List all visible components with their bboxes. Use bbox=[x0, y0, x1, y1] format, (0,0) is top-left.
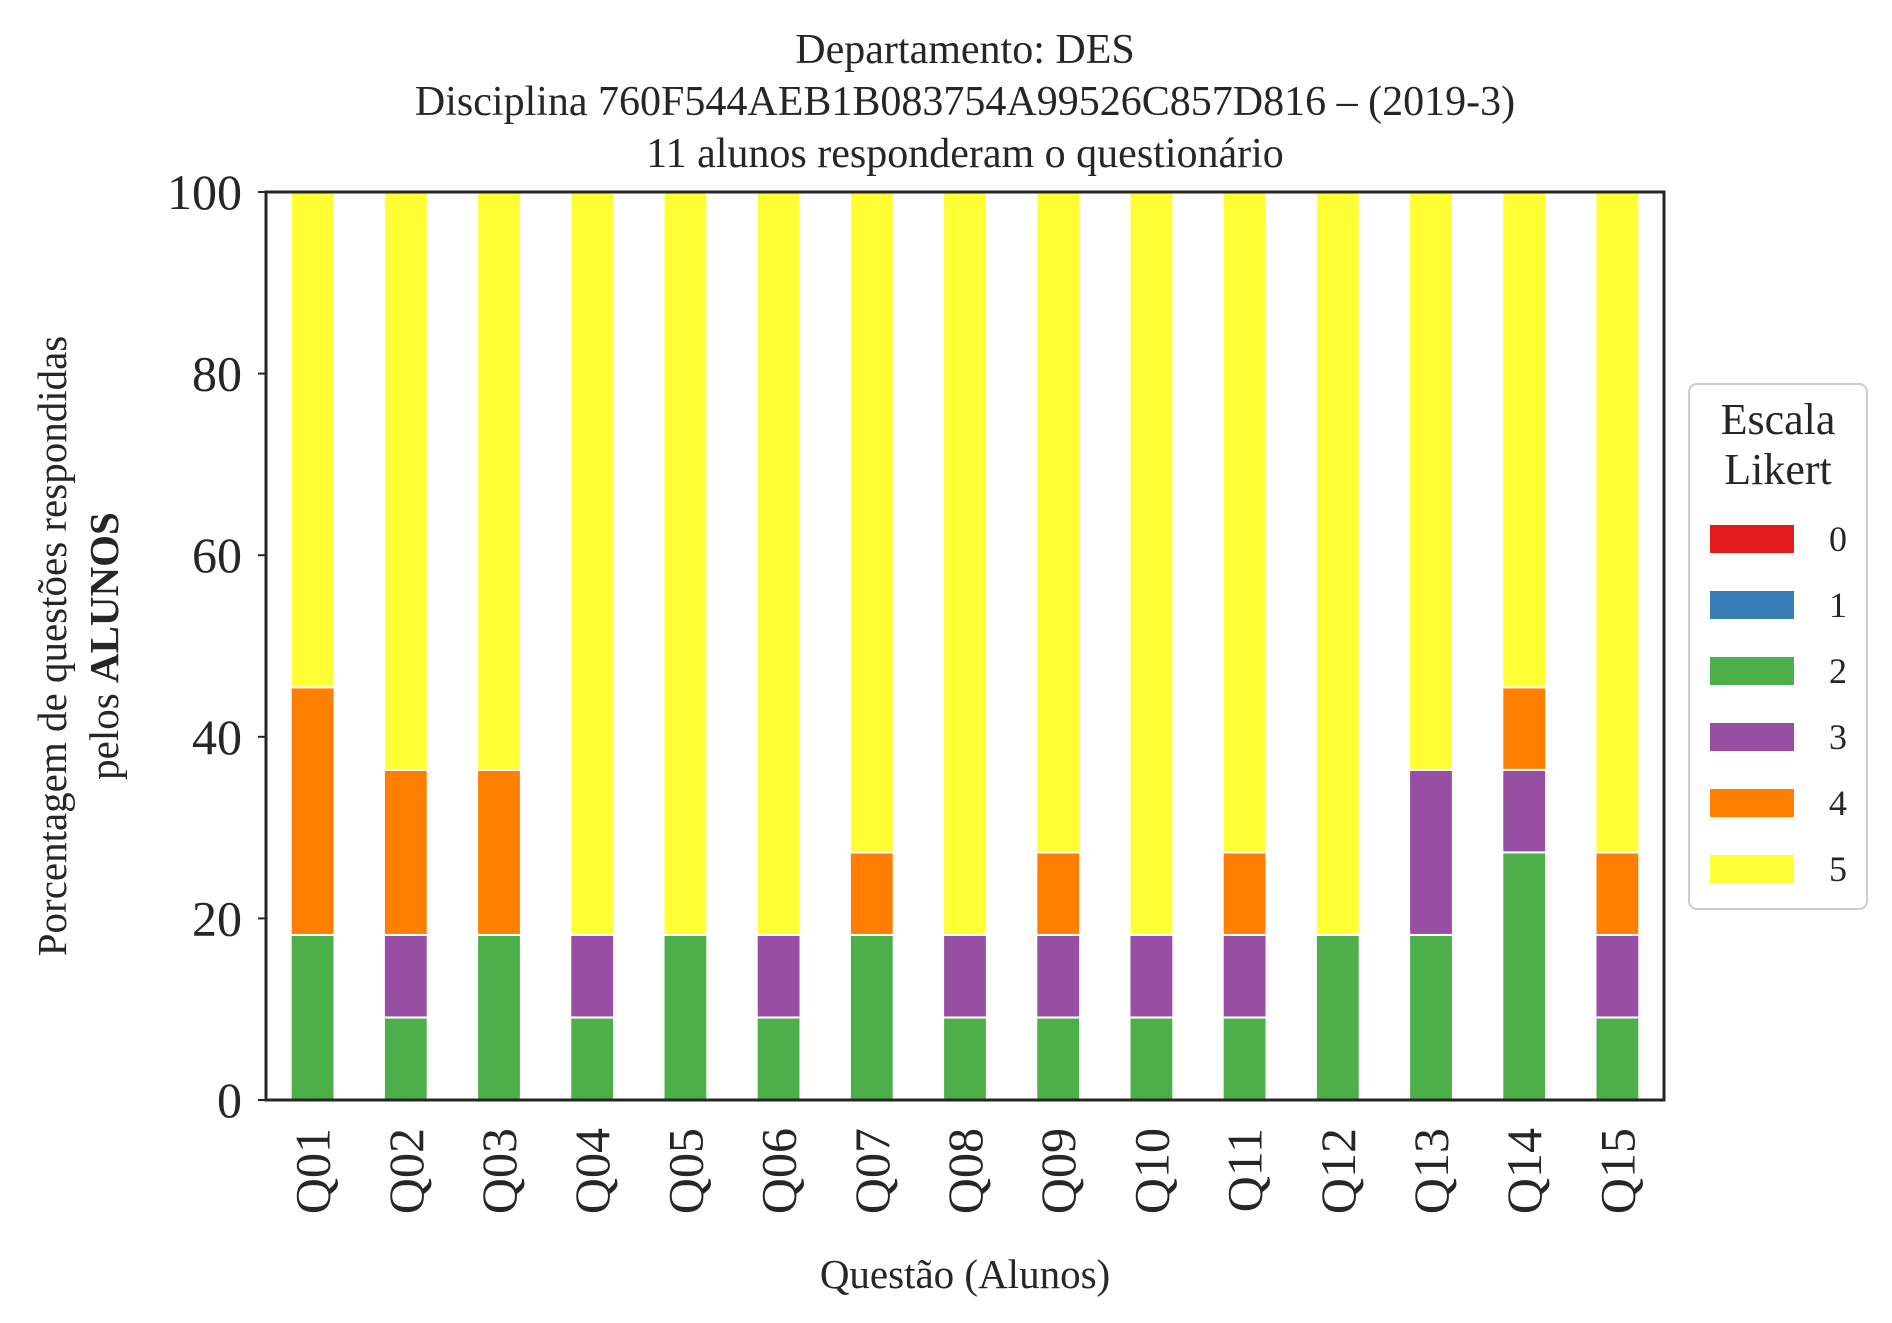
legend-swatch-0 bbox=[1710, 525, 1794, 553]
x-tick-label-q05: Q05 bbox=[657, 1128, 713, 1214]
bar-q01-likert-5 bbox=[289, 191, 336, 689]
bar-q14-likert-3 bbox=[1501, 768, 1548, 854]
bar-q08-likert-5 bbox=[942, 191, 988, 936]
x-axis-label: Questão (Alunos) bbox=[820, 1251, 1110, 1297]
bar-q07-likert-2 bbox=[848, 933, 895, 1101]
bar-q09-likert-3 bbox=[1035, 933, 1082, 1019]
bar-q10-likert-5 bbox=[1128, 191, 1175, 936]
bar-q04-likert-2 bbox=[569, 1016, 616, 1102]
bar-q11-likert-5 bbox=[1221, 191, 1268, 854]
bar-q09-likert-4 bbox=[1035, 851, 1082, 936]
bar-q10-likert-3 bbox=[1128, 933, 1175, 1019]
x-tick-label-q01: Q01 bbox=[285, 1128, 341, 1214]
legend-label-0: 0 bbox=[1829, 519, 1847, 559]
legend-swatch-3 bbox=[1710, 723, 1794, 751]
x-tick-label-q12: Q12 bbox=[1310, 1128, 1366, 1214]
x-tick-label-q13: Q13 bbox=[1403, 1128, 1459, 1214]
bar-q11-likert-3 bbox=[1221, 933, 1268, 1019]
y-axis-label-line-1: Porcentagem de questões respondidas bbox=[29, 336, 75, 957]
bar-q05-likert-5 bbox=[662, 191, 709, 936]
legend-label-1: 1 bbox=[1829, 585, 1847, 625]
bar-q10-likert-2 bbox=[1128, 1016, 1175, 1102]
x-tick-label-q03: Q03 bbox=[471, 1128, 527, 1214]
legend-label-3: 3 bbox=[1829, 717, 1847, 757]
legend-swatch-1 bbox=[1710, 591, 1794, 619]
y-tick-label-20: 20 bbox=[192, 890, 242, 946]
y-tick-label-80: 80 bbox=[192, 346, 242, 402]
bar-q08-likert-2 bbox=[942, 1016, 988, 1102]
legend-swatch-2 bbox=[1710, 657, 1794, 685]
bar-q02-likert-5 bbox=[382, 191, 429, 771]
bar-q02-likert-4 bbox=[382, 768, 429, 936]
x-tick-label-q06: Q06 bbox=[751, 1128, 807, 1214]
y-tick-labels: 0 20 40 60 80 100 bbox=[167, 164, 266, 1128]
x-tick-label-q08: Q08 bbox=[937, 1128, 993, 1214]
bar-q14-likert-4 bbox=[1501, 686, 1548, 771]
bar-q15-likert-5 bbox=[1594, 191, 1641, 854]
legend-title-line-1: Escala bbox=[1721, 395, 1836, 444]
bar-q13-likert-5 bbox=[1408, 191, 1454, 771]
bar-q03-likert-2 bbox=[476, 933, 522, 1101]
x-tick-label-q07: Q07 bbox=[844, 1128, 900, 1214]
bar-q15-likert-3 bbox=[1594, 933, 1641, 1019]
legend: Escala Likert 0 1 2 3 4 5 bbox=[1688, 383, 1868, 910]
bar-q01-likert-2 bbox=[289, 933, 336, 1101]
y-tick-label-100: 100 bbox=[167, 164, 242, 220]
bar-q15-likert-4 bbox=[1594, 851, 1641, 936]
x-tick-label-q15: Q15 bbox=[1589, 1128, 1645, 1214]
y-axis-label-bold: ALUNOS bbox=[81, 512, 127, 683]
bar-q05-likert-2 bbox=[662, 933, 709, 1101]
y-axis-label-line-2: pelos ALUNOS bbox=[81, 512, 127, 780]
x-tick-label-q14: Q14 bbox=[1496, 1128, 1552, 1214]
bar-q11-likert-2 bbox=[1221, 1016, 1268, 1102]
y-tick-label-0: 0 bbox=[217, 1072, 242, 1128]
x-tick-label-q11: Q11 bbox=[1217, 1128, 1273, 1212]
bar-q06-likert-2 bbox=[755, 1016, 802, 1102]
bar-q04-likert-3 bbox=[569, 933, 616, 1019]
bar-q03-likert-4 bbox=[476, 768, 522, 936]
bar-q11-likert-4 bbox=[1221, 851, 1268, 936]
bar-q04-likert-5 bbox=[569, 191, 616, 936]
y-axis-label-prefix: pelos bbox=[81, 693, 127, 780]
bars-group bbox=[289, 191, 1641, 1102]
y-tick-label-60: 60 bbox=[192, 527, 242, 583]
y-tick-label-40: 40 bbox=[192, 709, 242, 765]
legend-swatch-5 bbox=[1710, 855, 1794, 883]
bar-q13-likert-3 bbox=[1408, 768, 1454, 936]
plot-frame bbox=[264, 190, 1666, 1102]
bar-q15-likert-2 bbox=[1594, 1016, 1641, 1102]
bar-q09-likert-2 bbox=[1035, 1016, 1082, 1102]
chart-title-line-3: 11 alunos responderam o questionário bbox=[646, 131, 1284, 177]
bar-q07-likert-5 bbox=[848, 191, 895, 854]
x-tick-labels: Q01 Q02 Q03 Q04 Q05 Q06 Q07 Q08 Q09 Q10 Q11 Q12 Q13 Q… bbox=[285, 1128, 1646, 1214]
bar-q12-likert-2 bbox=[1314, 933, 1361, 1101]
bar-q02-likert-3 bbox=[382, 933, 429, 1019]
legend-items: 0 1 2 3 4 5 bbox=[1710, 519, 1847, 889]
chart-title-line-2: Disciplina 760F544AEB1B083754A99526C857D… bbox=[415, 79, 1515, 125]
x-tick-label-q02: Q02 bbox=[378, 1128, 434, 1214]
legend-title-line-2: Likert bbox=[1724, 445, 1832, 494]
legend-label-2: 2 bbox=[1829, 651, 1847, 691]
bar-q01-likert-4 bbox=[289, 686, 336, 936]
bar-q13-likert-2 bbox=[1408, 933, 1454, 1101]
bar-q06-likert-3 bbox=[755, 933, 802, 1019]
chart-title-line-1: Departamento: DES bbox=[795, 27, 1134, 73]
legend-label-5: 5 bbox=[1829, 849, 1847, 889]
bar-q14-likert-5 bbox=[1501, 191, 1548, 689]
x-tick-label-q04: Q04 bbox=[564, 1128, 620, 1214]
bar-q09-likert-5 bbox=[1035, 191, 1082, 854]
bar-q14-likert-2 bbox=[1501, 851, 1548, 1102]
legend-swatch-4 bbox=[1710, 789, 1794, 817]
x-tick-label-q09: Q09 bbox=[1030, 1128, 1086, 1214]
bar-q03-likert-5 bbox=[476, 191, 522, 771]
legend-box bbox=[1688, 383, 1868, 910]
legend-label-4: 4 bbox=[1829, 783, 1847, 823]
bar-q12-likert-5 bbox=[1314, 191, 1361, 936]
x-tick-label-q10: Q10 bbox=[1123, 1128, 1179, 1214]
bar-q08-likert-3 bbox=[942, 933, 988, 1019]
bar-q07-likert-4 bbox=[848, 851, 895, 936]
bar-q02-likert-2 bbox=[382, 1016, 429, 1102]
bar-q06-likert-5 bbox=[755, 191, 802, 936]
